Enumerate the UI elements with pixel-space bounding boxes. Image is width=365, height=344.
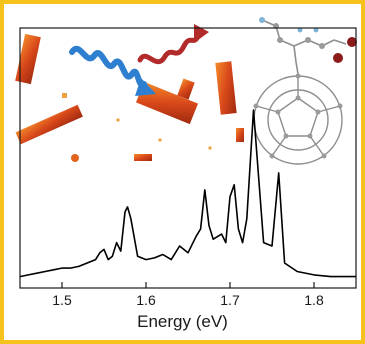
- spectrum-line: [19, 109, 356, 278]
- crystal-rod: [15, 104, 83, 145]
- x-tick-label: 1.7: [220, 292, 240, 308]
- crystal-speck: [158, 138, 162, 142]
- crystal-rod: [62, 93, 67, 98]
- fullerene-molecule-illustration: [253, 17, 357, 165]
- x-axis-ticks: 1.5 1.6 1.7 1.8: [52, 282, 324, 308]
- oxygen-atom: [347, 37, 357, 47]
- crystal-rod: [215, 61, 237, 115]
- crystal-rod: [236, 128, 244, 142]
- crystal-speck: [116, 118, 120, 122]
- x-tick-label: 1.5: [52, 292, 72, 308]
- crystal-rod: [134, 154, 152, 161]
- crystal-rod: [177, 78, 195, 100]
- x-tick-label: 1.6: [136, 292, 156, 308]
- light-wave-illustration: [69, 24, 209, 96]
- crystal-rod: [15, 33, 41, 85]
- blue-wave-icon: [69, 45, 147, 88]
- crystal-speck: [208, 146, 212, 150]
- fullerene-cage-icon: [253, 75, 343, 165]
- red-arrow-icon: [194, 24, 209, 43]
- plot-area-frame: [19, 27, 357, 289]
- spectrum-chart: 1.5 1.6 1.7 1.8: [19, 27, 357, 308]
- x-axis-label: Energy (eV): [137, 312, 228, 331]
- blue-arrow-icon: [135, 78, 156, 96]
- red-wave-icon: [137, 33, 201, 65]
- oxygen-atom: [333, 53, 343, 63]
- crystal-illustration: [15, 33, 244, 162]
- x-tick-label: 1.8: [304, 292, 324, 308]
- crystal-speck: [71, 154, 79, 162]
